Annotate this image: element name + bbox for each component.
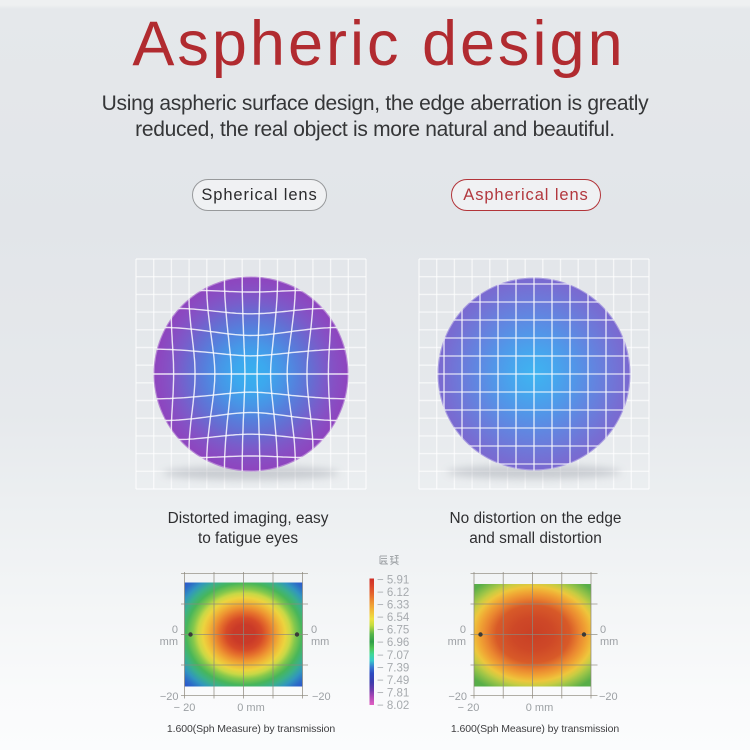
svg-text:− 7.49: − 7.49 <box>377 675 409 687</box>
svg-text:0: 0 <box>600 624 606 636</box>
svg-text:−20: −20 <box>448 691 467 703</box>
svg-text:− 20: − 20 <box>174 702 196 714</box>
svg-text:− 6.33: − 6.33 <box>377 600 409 612</box>
svg-text:− 7.81: − 7.81 <box>377 688 409 700</box>
svg-text:0 mm: 0 mm <box>237 702 265 714</box>
svg-text:− 20: − 20 <box>458 702 480 714</box>
svg-text:0 mm: 0 mm <box>526 702 554 714</box>
svg-text:0: 0 <box>172 624 178 636</box>
svg-text:−20: −20 <box>312 691 331 703</box>
svg-text:mm: mm <box>600 636 618 648</box>
svg-text:0: 0 <box>460 624 466 636</box>
svg-text:mm: mm <box>311 636 329 648</box>
svg-text:− 7.39: − 7.39 <box>377 662 409 674</box>
svg-text:mm: mm <box>448 636 466 648</box>
svg-text:mm: mm <box>160 636 178 648</box>
svg-text:− 6.54: − 6.54 <box>377 612 410 624</box>
svg-text:− 8.02: − 8.02 <box>377 700 409 712</box>
svg-text:− 6.12: − 6.12 <box>377 587 409 599</box>
svg-text:−20: −20 <box>160 691 179 703</box>
svg-text:−20: −20 <box>599 691 618 703</box>
svg-text:0: 0 <box>311 624 317 636</box>
svg-text:− 7.07: − 7.07 <box>377 650 409 662</box>
svg-text:− 6.75: − 6.75 <box>377 625 409 637</box>
svg-text:− 5.91: − 5.91 <box>377 575 409 587</box>
svg-text:− 6.96: − 6.96 <box>377 637 409 649</box>
